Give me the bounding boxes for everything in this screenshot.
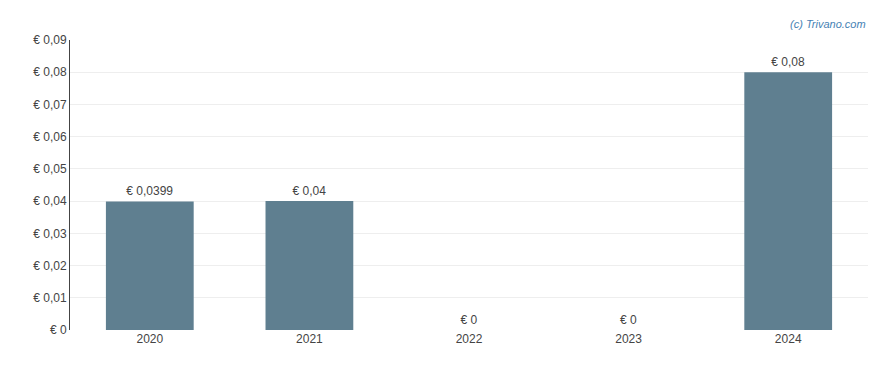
- svg-text:€ 0,01: € 0,01: [33, 291, 67, 305]
- svg-text:€ 0,09: € 0,09: [33, 33, 67, 47]
- svg-text:€ 0: € 0: [50, 323, 67, 337]
- svg-text:€ 0,06: € 0,06: [33, 130, 67, 144]
- svg-text:2024: 2024: [775, 332, 802, 346]
- svg-text:€ 0,07: € 0,07: [33, 98, 67, 112]
- svg-text:2023: 2023: [615, 332, 642, 346]
- svg-text:€ 0,08: € 0,08: [771, 55, 805, 69]
- svg-text:€ 0,04: € 0,04: [293, 184, 327, 198]
- svg-text:2022: 2022: [456, 332, 483, 346]
- svg-text:€ 0,05: € 0,05: [33, 162, 67, 176]
- svg-text:€ 0,04: € 0,04: [33, 194, 67, 208]
- svg-text:€ 0: € 0: [620, 313, 637, 327]
- svg-text:€ 0,0399: € 0,0399: [126, 184, 173, 198]
- svg-text:€ 0: € 0: [460, 313, 477, 327]
- svg-text:(c) Trivano.com: (c) Trivano.com: [790, 18, 866, 30]
- svg-text:2021: 2021: [296, 332, 323, 346]
- svg-text:€ 0,08: € 0,08: [33, 65, 67, 79]
- svg-text:€ 0,03: € 0,03: [33, 227, 67, 241]
- svg-text:2020: 2020: [136, 332, 163, 346]
- svg-text:€ 0,02: € 0,02: [33, 259, 67, 273]
